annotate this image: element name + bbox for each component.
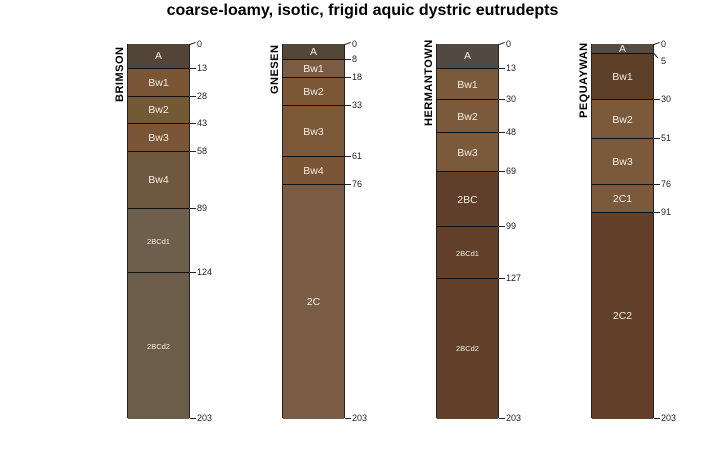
profile-name: GNESEN [269, 44, 281, 94]
depth-label: 30 [661, 94, 672, 105]
horizon-a: A [128, 44, 189, 69]
depth-tick [654, 418, 660, 419]
depth-tick [190, 95, 196, 97]
soil-profile-column: A Bw1 Bw2 Bw3 2BC 2BCd1 2BCd2 [436, 44, 499, 419]
horizon-2bcd1: 2BCd1 [437, 226, 498, 279]
depth-tick [653, 41, 660, 45]
depth-label: 69 [506, 166, 517, 177]
horizon-bw4: Bw4 [283, 156, 344, 185]
depth-tick [190, 67, 196, 69]
horizon-a: A [592, 43, 653, 55]
horizon-bw3: Bw3 [283, 104, 344, 158]
depth-label: 99 [506, 221, 517, 232]
depth-label: 58 [197, 145, 208, 156]
diagram-title: coarse-loamy, isotic, frigid aquic dystr… [166, 2, 559, 19]
soil-profile-column: A Bw1 Bw2 Bw3 Bw4 2BCd1 2BCd2 [127, 44, 190, 419]
depth-tick [499, 226, 505, 228]
depth-tick [499, 171, 505, 173]
depth-label: 28 [197, 90, 208, 101]
depth-label: 203 [197, 413, 213, 423]
depth-label: 89 [197, 202, 208, 213]
depth-tick [345, 77, 351, 79]
horizon-bw2: Bw2 [592, 99, 653, 139]
soil-profile-column: A Bw1 Bw2 Bw3 2C1 2C2 [591, 43, 654, 419]
depth-tick [653, 53, 659, 59]
depth-tick [499, 132, 505, 134]
depth-tick [190, 418, 196, 419]
depth-tick [190, 150, 196, 152]
horizon-bw2: Bw2 [283, 77, 344, 106]
horizon-bw2: Bw2 [437, 99, 498, 134]
profile-name: PEQUAYWAN [578, 42, 590, 118]
depth-label: 0 [352, 39, 358, 49]
depth-label: 203 [352, 413, 368, 423]
depth-tick [344, 41, 351, 45]
depth-tick [498, 41, 505, 45]
depth-label: 0 [661, 39, 667, 49]
depth-label: 51 [661, 132, 672, 143]
horizon-2bcd2: 2BCd2 [128, 272, 189, 419]
depth-label: 0 [506, 39, 512, 49]
horizon-bw3: Bw3 [437, 132, 498, 173]
depth-label: 43 [197, 118, 208, 129]
depth-tick [190, 207, 196, 209]
depth-tick [345, 184, 351, 186]
horizon-a: A [283, 44, 344, 60]
depth-tick [654, 211, 660, 213]
horizon-bw1: Bw1 [128, 67, 189, 97]
horizon-bw4: Bw4 [128, 150, 189, 209]
horizon-2bcd1: 2BCd1 [128, 207, 189, 274]
depth-label: 76 [352, 179, 363, 190]
depth-tick [499, 418, 505, 419]
depth-label: 13 [506, 62, 517, 73]
horizon-2c2: 2C2 [592, 211, 653, 419]
depth-label: 13 [197, 62, 208, 73]
horizon-2c1: 2C1 [592, 184, 653, 213]
depth-label: 30 [506, 94, 517, 105]
horizon-bw3: Bw3 [128, 123, 189, 152]
profile-name: BRIMSON [114, 46, 126, 102]
depth-label: 48 [506, 127, 517, 138]
depth-tick [499, 67, 505, 69]
depth-label: 5 [661, 56, 667, 67]
depth-label: 18 [352, 72, 363, 83]
depth-label: 91 [661, 206, 672, 217]
depth-tick [499, 99, 505, 101]
horizon-a: A [437, 44, 498, 69]
horizon-bw1: Bw1 [283, 58, 344, 79]
horizon-bw1: Bw1 [592, 53, 653, 101]
depth-label: 76 [661, 179, 672, 190]
horizon-2c: 2C [283, 184, 344, 419]
depth-tick [345, 104, 351, 106]
depth-tick [654, 184, 660, 186]
horizon-bw1: Bw1 [437, 67, 498, 101]
depth-label: 203 [506, 413, 522, 423]
depth-tick [654, 99, 660, 101]
depth-tick [345, 58, 351, 60]
depth-tick [654, 137, 660, 139]
depth-label: 124 [197, 267, 213, 278]
depth-label: 203 [661, 413, 677, 423]
depth-tick [190, 272, 196, 274]
profile-name: HERMANTOWN [423, 39, 435, 126]
soil-profile-column: A Bw1 Bw2 Bw3 Bw4 2C [282, 44, 345, 419]
horizon-bw3: Bw3 [592, 137, 653, 185]
horizon-2bcd2: 2BCd2 [437, 277, 498, 419]
depth-tick [345, 418, 351, 419]
depth-label: 8 [352, 53, 358, 64]
depth-tick [499, 277, 505, 279]
horizon-2bc: 2BC [437, 171, 498, 228]
depth-label: 61 [352, 151, 363, 162]
horizon-bw2: Bw2 [128, 95, 189, 125]
depth-label: 127 [506, 272, 522, 283]
depth-tick [189, 41, 196, 45]
depth-tick [345, 156, 351, 158]
depth-label: 33 [352, 99, 363, 110]
depth-tick [190, 123, 196, 125]
depth-label: 0 [197, 39, 203, 49]
